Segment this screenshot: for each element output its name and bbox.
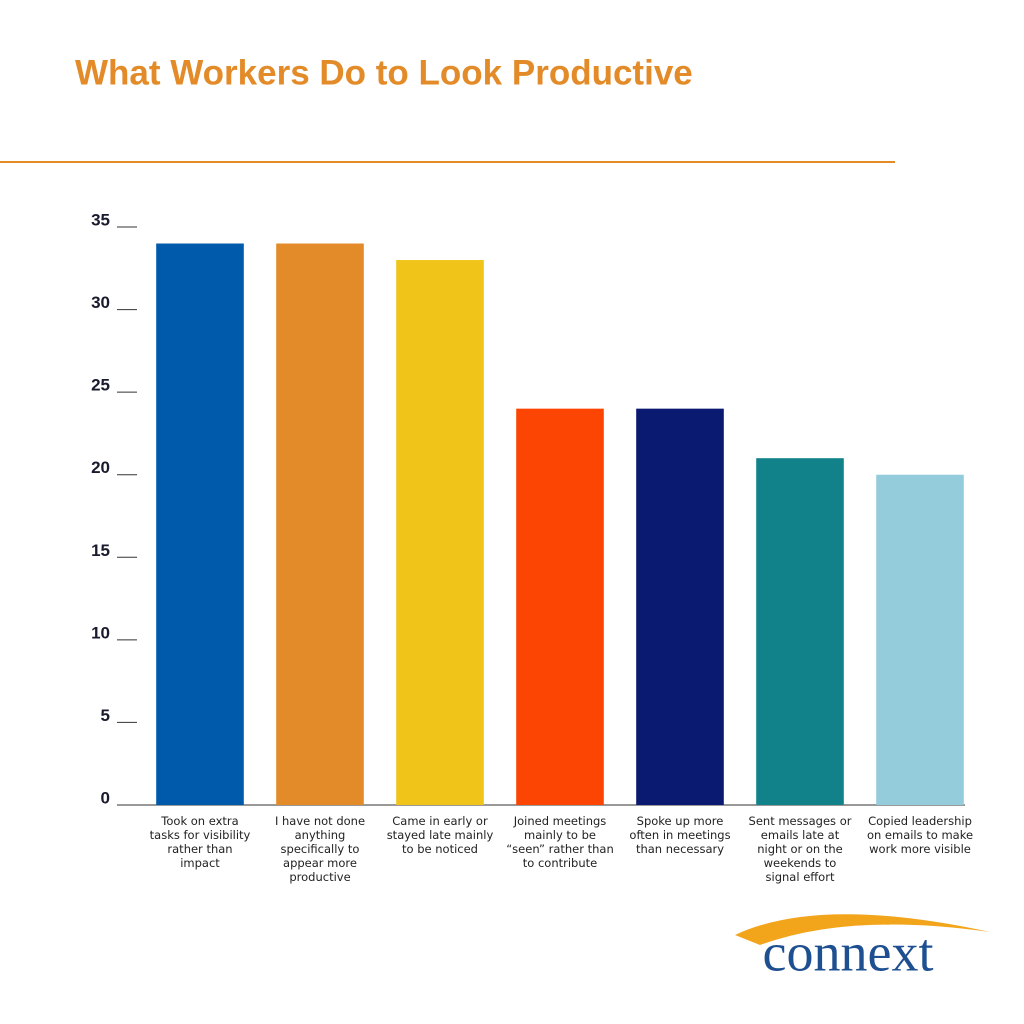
bar	[876, 474, 964, 805]
x-tick-label: Sent messages or emails late at night or…	[748, 814, 852, 884]
y-tick-label: 15	[91, 541, 110, 560]
logo-swoosh	[735, 914, 990, 945]
x-tick-label: Copied leadership on emails to make work…	[866, 814, 974, 856]
bar	[396, 260, 484, 805]
bar	[276, 243, 364, 805]
y-tick-label: 20	[91, 458, 110, 477]
x-tick-label: Took on extra tasks for visibility rathe…	[149, 814, 251, 870]
y-tick-label: 0	[101, 788, 110, 807]
y-tick-label: 35	[91, 210, 110, 229]
bar	[636, 408, 724, 805]
bar	[516, 408, 604, 805]
y-tick-label: 30	[91, 293, 110, 312]
bar	[156, 243, 244, 805]
y-tick-label: 10	[91, 623, 110, 642]
x-tick-label: I have not done anything specifically to…	[274, 814, 366, 884]
x-tick-label: Spoke up more often in meetings than nec…	[629, 814, 731, 856]
y-tick-label: 25	[91, 376, 110, 395]
x-tick-label: Joined meetings mainly to be “seen” rath…	[506, 814, 614, 870]
logo: connext	[763, 922, 934, 982]
bar	[756, 458, 844, 805]
y-tick-label: 5	[101, 706, 110, 725]
chart-title: What Workers Do to Look Productive	[75, 53, 693, 92]
x-tick-label: Came in early or stayed late mainly to b…	[386, 814, 494, 856]
